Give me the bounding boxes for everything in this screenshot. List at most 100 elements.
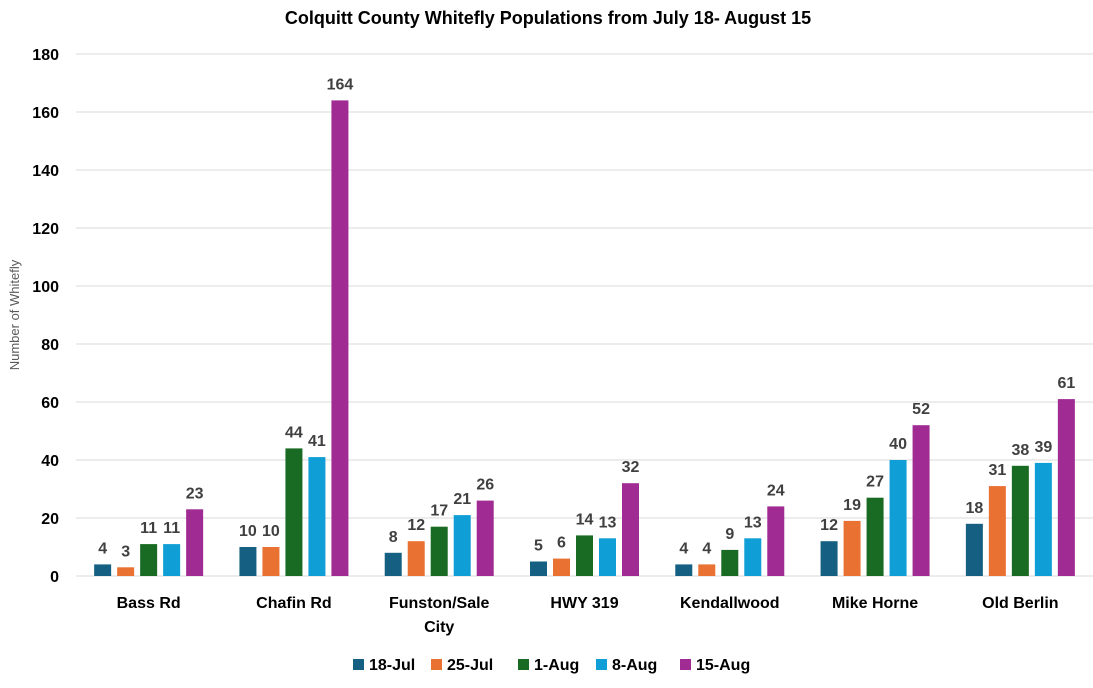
bar-8-Aug-Kendallwood <box>744 538 762 576</box>
bar-8-Aug-HWY 319 <box>599 538 616 576</box>
bar-1-Aug-HWY 319 <box>576 535 593 576</box>
legend-swatch-15-Aug <box>680 659 691 670</box>
data-label: 52 <box>912 401 930 418</box>
y-tick-label: 180 <box>32 47 59 64</box>
y-tick-label: 20 <box>41 511 59 528</box>
bar-8-Aug-Bass Rd <box>163 544 181 576</box>
bar-15-Aug-HWY 319 <box>622 483 639 576</box>
x-tick-label: HWY 319 <box>550 595 618 612</box>
bar-1-Aug-Bass Rd <box>140 544 158 576</box>
x-tick-line: Kendallwood <box>680 595 780 612</box>
data-label: 9 <box>725 526 734 543</box>
data-label: 17 <box>430 503 448 520</box>
legend-label: 8-Aug <box>612 657 657 674</box>
bar-1-Aug-Mike Horne <box>866 497 884 576</box>
bar-15-Aug-Old Berlin <box>1057 399 1075 576</box>
y-tick-label: 60 <box>41 395 59 412</box>
data-label: 4 <box>98 540 107 557</box>
bar-15-Aug-Mike Horne <box>912 425 930 576</box>
x-tick-line: City <box>424 619 454 636</box>
bar-8-Aug-Funston/Sale City <box>453 515 471 576</box>
bar-18-Jul-Mike Horne <box>820 541 838 576</box>
bar-1-Aug-Old Berlin <box>1011 465 1029 576</box>
data-label: 26 <box>476 477 494 494</box>
data-label: 4 <box>679 540 688 557</box>
data-label: 8 <box>389 529 398 546</box>
legend-swatch-25-Jul <box>431 659 442 670</box>
bar-25-Jul-Kendallwood <box>698 564 716 576</box>
y-axis-label: Number of Whitefly <box>7 259 22 370</box>
data-label: 12 <box>820 517 838 534</box>
bar-25-Jul-HWY 319 <box>553 558 570 576</box>
y-tick-label: 0 <box>50 569 59 586</box>
data-label: 6 <box>557 535 566 552</box>
data-label: 10 <box>239 523 257 540</box>
data-label: 14 <box>576 511 594 528</box>
bar-15-Aug-Bass Rd <box>186 509 204 576</box>
bars <box>94 100 1075 577</box>
data-label: 31 <box>988 462 1006 479</box>
data-label: 5 <box>534 538 543 555</box>
x-tick-label: Kendallwood <box>680 595 780 612</box>
data-label: 13 <box>744 514 762 531</box>
legend: 18-Jul 25-Jul 1-Aug 8-Aug 15-Aug <box>353 657 750 674</box>
bar-1-Aug-Kendallwood <box>721 549 739 576</box>
legend-swatch-1-Aug <box>518 659 529 670</box>
bar-25-Jul-Bass Rd <box>117 567 135 576</box>
data-label: 40 <box>889 436 907 453</box>
data-label: 39 <box>1034 439 1052 456</box>
data-label: 44 <box>285 424 303 441</box>
data-label: 11 <box>163 520 180 537</box>
x-axis-ticks: Bass Rd Chafin Rd Funston/Sale City HWY 319 K… <box>117 595 1059 636</box>
data-label: 11 <box>140 520 157 537</box>
x-tick-line: Chafin Rd <box>256 595 332 612</box>
data-label: 13 <box>599 514 617 531</box>
bar-8-Aug-Old Berlin <box>1034 462 1052 576</box>
bar-25-Jul-Mike Horne <box>843 520 861 576</box>
y-tick-label: 100 <box>32 279 59 296</box>
bar-18-Jul-Chafin Rd <box>239 547 257 576</box>
y-tick-label: 120 <box>32 221 59 238</box>
bar-18-Jul-Funston/Sale City <box>384 552 402 576</box>
data-label: 41 <box>308 433 326 450</box>
bar-15-Aug-Chafin Rd <box>331 100 349 577</box>
x-tick-line: Funston/Sale <box>389 595 490 612</box>
bar-25-Jul-Chafin Rd <box>262 547 280 576</box>
bar-15-Aug-Funston/Sale City <box>476 500 494 576</box>
legend-label: 15-Aug <box>696 657 750 674</box>
data-label: 24 <box>767 482 785 499</box>
x-tick-label: Funston/Sale City <box>389 595 490 636</box>
legend-label: 1-Aug <box>534 657 579 674</box>
data-label: 23 <box>186 485 204 502</box>
data-label: 12 <box>407 517 425 534</box>
bar-25-Jul-Funston/Sale City <box>407 541 425 576</box>
data-label: 3 <box>121 543 130 560</box>
data-label: 32 <box>622 459 640 476</box>
bar-1-Aug-Chafin Rd <box>285 448 303 576</box>
data-label: 10 <box>262 523 280 540</box>
data-label: 18 <box>965 500 983 517</box>
bar-18-Jul-Bass Rd <box>94 564 112 576</box>
legend-swatch-8-Aug <box>596 659 607 670</box>
bar-1-Aug-Funston/Sale City <box>430 526 448 576</box>
x-tick-line: HWY 319 <box>550 595 618 612</box>
chart-title: Colquitt County Whitefly Populations fro… <box>285 8 811 28</box>
data-label: 4 <box>702 540 711 557</box>
x-tick-line: Bass Rd <box>117 595 181 612</box>
y-tick-label: 80 <box>41 337 59 354</box>
bar-8-Aug-Mike Horne <box>889 460 907 576</box>
data-label: 19 <box>843 497 861 514</box>
legend-swatch-18-Jul <box>353 659 364 670</box>
y-tick-label: 140 <box>32 163 59 180</box>
x-tick-label: Chafin Rd <box>256 595 332 612</box>
x-tick-label: Bass Rd <box>117 595 181 612</box>
bar-8-Aug-Chafin Rd <box>308 457 326 576</box>
y-axis-ticks: 0 20 40 60 80 100 120 140 160 180 <box>32 47 59 586</box>
bar-15-Aug-Kendallwood <box>767 506 785 576</box>
legend-label: 18-Jul <box>369 657 415 674</box>
bar-18-Jul-Kendallwood <box>675 564 693 576</box>
y-tick-label: 40 <box>41 453 59 470</box>
